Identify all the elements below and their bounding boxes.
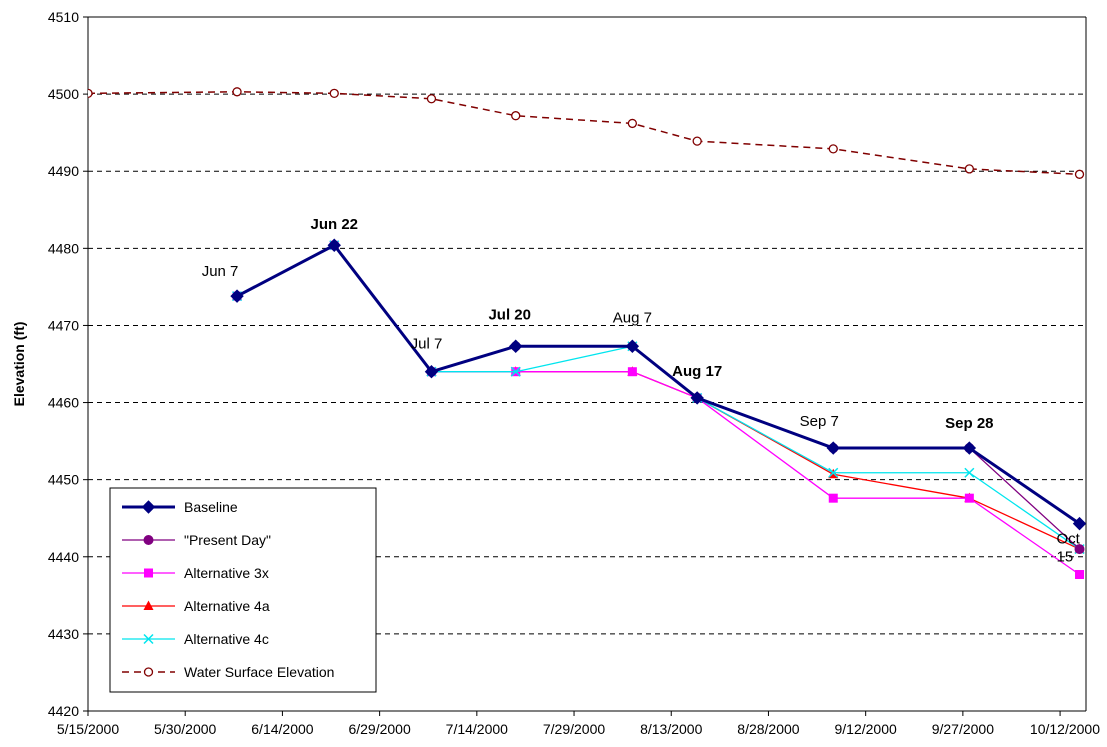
series-point bbox=[828, 144, 838, 154]
series-point bbox=[1074, 169, 1085, 179]
series-point bbox=[828, 493, 838, 503]
x-tick-label: 7/29/2000 bbox=[543, 721, 605, 737]
series-point bbox=[828, 467, 839, 478]
legend-swatch-marker bbox=[143, 535, 154, 545]
series-line bbox=[88, 91, 1080, 176]
legend-label: Alternative 4c bbox=[184, 631, 269, 647]
annotation-label: Sep 28 bbox=[945, 415, 993, 432]
y-tick-label: 4480 bbox=[48, 240, 79, 256]
annotation-label: Jun 22 bbox=[310, 216, 358, 233]
x-axis-ticks: 5/15/2000 5/30/2000 6/14/2000 6/29/2000 7/14… bbox=[57, 711, 1100, 737]
y-axis-ticks: 4420 4430 4440 4450 4460 4470 4480 4490 4500 4510 bbox=[48, 9, 88, 719]
y-axis-title: Elevation (ft) bbox=[11, 322, 27, 407]
legend-swatch-marker bbox=[143, 600, 154, 610]
series-point bbox=[230, 289, 244, 303]
series-point bbox=[964, 467, 975, 478]
legend-label: Water Surface Elevation bbox=[184, 664, 334, 680]
annotations: Jun 7 Jun 22 Jul 7 Jul 20 Aug 7 Aug 17 Sep 7 Se… bbox=[202, 216, 1081, 565]
x-tick-label: 8/13/2000 bbox=[640, 721, 702, 737]
annotation-label: Jul 7 bbox=[411, 336, 443, 353]
annotation-label: Sep 7 bbox=[800, 413, 839, 430]
series-point bbox=[690, 391, 704, 405]
series-point bbox=[964, 164, 975, 174]
y-tick-label: 4440 bbox=[48, 549, 79, 565]
series-point bbox=[232, 87, 242, 97]
y-tick-label: 4510 bbox=[48, 9, 79, 25]
series-point bbox=[510, 366, 521, 377]
y-tick-label: 4490 bbox=[48, 163, 79, 179]
x-tick-label: 5/30/2000 bbox=[154, 721, 216, 737]
legend-swatch-marker bbox=[143, 667, 154, 677]
series-point bbox=[511, 111, 521, 121]
legend-entry: Alternative 4c bbox=[122, 631, 269, 647]
series-line bbox=[236, 243, 1081, 525]
y-tick-label: 4430 bbox=[48, 626, 79, 642]
x-tick-label: 7/14/2000 bbox=[446, 721, 508, 737]
axes bbox=[87, 16, 1087, 712]
series-point bbox=[88, 88, 93, 98]
series-point bbox=[964, 493, 974, 503]
series-point bbox=[1072, 516, 1086, 531]
series-point bbox=[329, 88, 339, 98]
series-point bbox=[424, 365, 439, 379]
annotation-label: Jul 20 bbox=[488, 306, 531, 323]
legend-label: Alternative 4a bbox=[184, 598, 270, 614]
legend: Baseline "Present Day" Alternative 3x Alter… bbox=[109, 487, 377, 693]
x-tick-label: 5/15/2000 bbox=[57, 721, 119, 737]
x-tick-label: 6/29/2000 bbox=[348, 721, 410, 737]
series-point bbox=[627, 118, 638, 129]
legend-box bbox=[109, 487, 377, 693]
x-tick-label: 6/14/2000 bbox=[251, 721, 313, 737]
series-point bbox=[426, 94, 437, 104]
series-baseline bbox=[230, 238, 1086, 531]
y-tick-label: 4420 bbox=[48, 703, 79, 719]
series-point bbox=[327, 238, 341, 252]
y-tick-label: 4470 bbox=[48, 317, 79, 333]
x-tick-label: 9/12/2000 bbox=[835, 721, 897, 737]
legend-entry: Alternative 4a bbox=[122, 598, 270, 614]
series-point bbox=[509, 339, 523, 353]
series-point bbox=[826, 441, 840, 455]
series-point bbox=[1074, 544, 1085, 555]
annotation-label: Aug 17 bbox=[672, 363, 722, 380]
series-point bbox=[627, 367, 637, 377]
series bbox=[88, 87, 1086, 580]
legend-entry: Alternative 3x bbox=[122, 565, 269, 581]
legend-entry: Baseline bbox=[122, 499, 238, 515]
legend-swatch-marker bbox=[143, 633, 154, 645]
annotation-label: Aug 7 bbox=[613, 309, 652, 326]
x-tick-label: 8/28/2000 bbox=[737, 721, 799, 737]
annotation-label: Oct 15 bbox=[1057, 531, 1081, 566]
series-point bbox=[1075, 570, 1085, 580]
legend-swatch-marker bbox=[144, 568, 153, 578]
y-tick-label: 4460 bbox=[48, 395, 79, 411]
y-tick-label: 4500 bbox=[48, 86, 79, 102]
legend-label: Alternative 3x bbox=[184, 565, 269, 581]
legend-swatch-marker bbox=[141, 500, 156, 514]
legend-label: "Present Day" bbox=[184, 532, 271, 548]
series-point bbox=[625, 339, 640, 353]
series-point bbox=[692, 136, 702, 146]
y-tick-label: 4450 bbox=[48, 472, 79, 488]
legend-entry: "Present Day" bbox=[122, 532, 271, 548]
x-tick-label: 9/27/2000 bbox=[932, 721, 994, 737]
annotation-label: Jun 7 bbox=[202, 263, 239, 280]
series-point bbox=[962, 441, 977, 455]
x-tick-label: 10/12/2000 bbox=[1030, 721, 1100, 737]
legend-entry: Water Surface Elevation bbox=[122, 664, 334, 680]
legend-items: Baseline "Present Day" Alternative 3x Alter… bbox=[122, 499, 334, 680]
legend-label: Baseline bbox=[184, 499, 238, 515]
series-water-surface-elevation bbox=[88, 87, 1085, 179]
